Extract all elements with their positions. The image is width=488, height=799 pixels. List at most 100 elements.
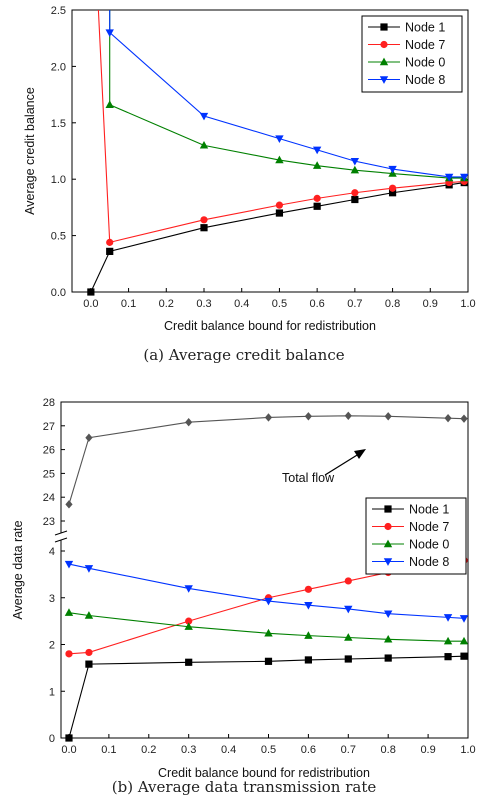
data-point bbox=[275, 155, 284, 164]
y-tick-label: 0.0 bbox=[51, 287, 66, 299]
data-point bbox=[84, 611, 94, 619]
data-point bbox=[384, 654, 392, 662]
y-tick-label: 24 bbox=[43, 492, 55, 504]
axis-break-mark bbox=[54, 537, 68, 543]
data-point bbox=[444, 173, 454, 182]
data-point bbox=[388, 165, 397, 174]
plot-frame bbox=[60, 401, 469, 739]
data-point bbox=[264, 413, 273, 422]
data-point bbox=[388, 189, 397, 197]
data-point bbox=[460, 652, 468, 660]
legend-marker bbox=[379, 57, 389, 66]
legend: Node 1 Node 7 Node 0 Node 8 bbox=[365, 497, 467, 575]
plot-frame bbox=[71, 9, 469, 293]
legend-label: Node 8 bbox=[405, 73, 445, 87]
y-tick-label: 1.0 bbox=[51, 174, 66, 186]
legend-label: Node 0 bbox=[405, 56, 445, 70]
data-point bbox=[275, 209, 284, 217]
series-node-8 bbox=[64, 560, 469, 623]
y-tick-label: 2.0 bbox=[51, 61, 66, 73]
legend-label: Node 7 bbox=[405, 38, 445, 52]
data-point bbox=[106, 238, 114, 246]
y-tick-label: 4 bbox=[49, 546, 55, 558]
x-axis-label: Credit balance bound for redistribution bbox=[158, 766, 370, 780]
data-point bbox=[85, 648, 93, 657]
x-tick-label: 0.1 bbox=[121, 298, 136, 310]
x-tick-label: 0.7 bbox=[341, 744, 356, 756]
data-point bbox=[383, 610, 393, 619]
data-point bbox=[184, 622, 193, 630]
data-point bbox=[304, 656, 312, 664]
series-node-1 bbox=[65, 652, 468, 742]
data-point bbox=[443, 636, 453, 645]
data-point bbox=[64, 560, 74, 569]
data-point bbox=[344, 633, 353, 641]
data-point bbox=[200, 216, 208, 224]
data-point bbox=[351, 195, 359, 204]
data-point bbox=[384, 412, 392, 421]
data-point bbox=[304, 585, 312, 593]
data-point bbox=[87, 288, 95, 296]
y-axis-label: Average credit balance bbox=[23, 87, 37, 215]
x-tick-label: 0.4 bbox=[234, 298, 249, 310]
data-point bbox=[65, 500, 73, 509]
data-point bbox=[459, 615, 469, 623]
data-point bbox=[200, 224, 208, 232]
y-tick-label: 3 bbox=[49, 593, 55, 605]
x-tick-label: 0.9 bbox=[423, 298, 438, 310]
data-point bbox=[351, 189, 359, 197]
legend: Node 1 Node 7 Node 0 Node 8 bbox=[361, 15, 463, 93]
series-line bbox=[68, 655, 465, 739]
legend-marker bbox=[379, 76, 389, 84]
data-point bbox=[444, 653, 452, 661]
data-point bbox=[84, 565, 94, 573]
series-node-8 bbox=[105, 10, 469, 182]
x-tick-label: 0.6 bbox=[309, 298, 324, 310]
x-tick-label: 0.8 bbox=[381, 744, 396, 756]
data-point bbox=[383, 634, 393, 643]
y-tick-label: 23 bbox=[43, 516, 55, 528]
y-tick-label: 0 bbox=[49, 733, 55, 745]
chart-data-rate: 0.0 0.1 0.2 0.3 0.4 0.5 0.6 0.7 0.8 0.9 1.00123423… bbox=[11, 397, 476, 796]
x-tick-label: 0.2 bbox=[159, 298, 174, 310]
series-node-1 bbox=[87, 178, 468, 296]
data-point bbox=[65, 734, 73, 742]
data-point bbox=[64, 608, 74, 616]
legend-marker bbox=[383, 558, 393, 566]
x-tick-label: 0.0 bbox=[61, 744, 76, 756]
data-point bbox=[185, 658, 193, 666]
series-line bbox=[90, 182, 465, 293]
y-tick-label: 2.5 bbox=[51, 5, 66, 17]
data-point bbox=[313, 194, 321, 202]
data-point bbox=[199, 112, 209, 121]
data-point bbox=[312, 146, 322, 155]
data-point bbox=[304, 602, 313, 610]
y-tick-label: 1.5 bbox=[51, 118, 66, 130]
chart-credit-balance: 0.0 0.1 0.2 0.3 0.4 0.5 0.6 0.7 0.8 0.9 1.0 0.0 0.5 1… bbox=[23, 5, 476, 364]
legend-marker bbox=[380, 40, 388, 49]
legend-marker bbox=[384, 505, 392, 513]
series-line bbox=[68, 612, 465, 642]
data-point bbox=[388, 184, 397, 192]
data-point bbox=[350, 165, 360, 174]
data-point bbox=[275, 201, 284, 209]
annotation-arrow bbox=[324, 451, 363, 476]
data-point bbox=[304, 412, 312, 421]
legend-label: Node 7 bbox=[409, 520, 449, 534]
x-tick-label: 0.3 bbox=[181, 744, 196, 756]
annotation-total-flow: Total flow bbox=[282, 471, 335, 485]
legend-label: Node 0 bbox=[409, 538, 449, 552]
legend-label: Node 1 bbox=[405, 21, 445, 35]
axis-break-gap bbox=[56, 533, 66, 540]
x-tick-label: 0.3 bbox=[196, 298, 211, 310]
x-tick-label: 0.1 bbox=[101, 744, 116, 756]
x-tick-label: 0.4 bbox=[221, 744, 236, 756]
y-tick-label: 1 bbox=[49, 686, 55, 698]
x-tick-label: 1.0 bbox=[460, 744, 475, 756]
data-point bbox=[199, 140, 209, 149]
data-point bbox=[460, 173, 469, 182]
x-tick-label: 0.5 bbox=[261, 744, 276, 756]
data-point bbox=[105, 100, 114, 108]
data-point bbox=[444, 413, 452, 423]
x-axis-label: Credit balance bound for redistribution bbox=[164, 319, 376, 333]
